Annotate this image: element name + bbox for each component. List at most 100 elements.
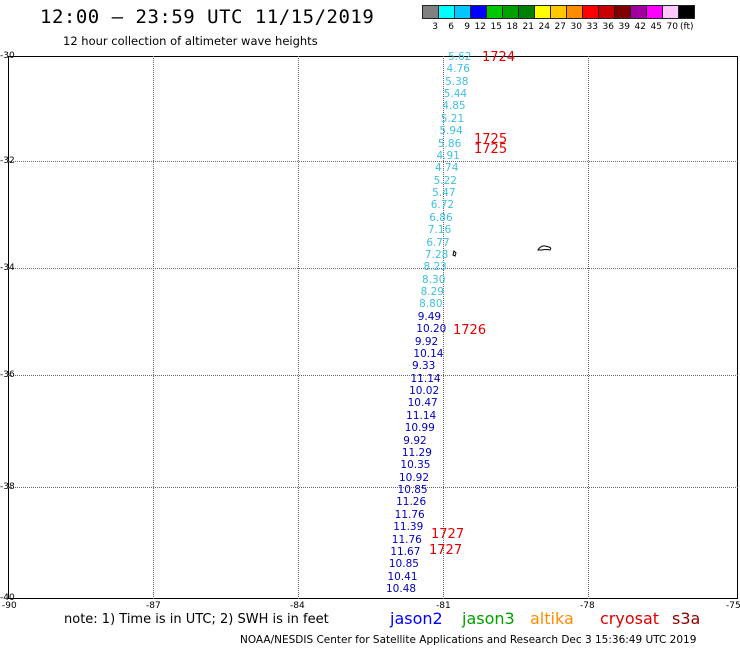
swh-reading: 11.14	[410, 372, 441, 385]
satellite-jason2-label: jason2	[390, 609, 443, 628]
time-label: 1727	[431, 527, 465, 542]
color-legend-labels: 3 6 9 12 15 18 21 24 27 30 33 36 39 42 45 70 (ft)	[422, 22, 693, 32]
time-label: 1727	[429, 543, 463, 558]
legend-swatch	[598, 5, 615, 19]
swh-reading: 10.41	[387, 570, 418, 583]
legend-label: 30	[570, 22, 582, 32]
lon-label: -81	[436, 601, 451, 611]
legend-swatch	[438, 5, 455, 19]
gridline-lat-34	[8, 268, 738, 269]
time-label: 1725	[474, 142, 508, 157]
swh-reading: 7.28	[424, 248, 449, 261]
swh-reading: 8.30	[422, 273, 446, 286]
lon-label: -75	[726, 601, 740, 611]
legend-swatch	[502, 5, 519, 19]
swh-reading: 10.02	[409, 385, 440, 398]
units-note: note: 1) Time is in UTC; 2) SWH is in fe…	[64, 612, 329, 627]
swh-reading: 11.29	[401, 446, 432, 459]
swh-reading: 6.86	[429, 211, 453, 224]
swh-reading: 5.62	[448, 51, 472, 63]
swh-reading: 9.33	[411, 360, 436, 373]
lat-label: -32	[0, 156, 15, 166]
legend-swatch	[454, 5, 471, 19]
legend-swatch	[678, 5, 695, 19]
legend-label: 24	[538, 22, 550, 32]
legend-label: 3	[432, 22, 438, 32]
lon-label: -78	[580, 601, 595, 611]
swh-reading: 4.74	[435, 162, 459, 175]
swh-reading: 10.85	[388, 558, 419, 571]
legend-label: 33	[586, 22, 598, 32]
gridline-lon-87	[153, 56, 154, 599]
swh-reading: 4.91	[436, 149, 460, 162]
swh-reading: 11.76	[394, 508, 425, 521]
legend-label: 15	[490, 22, 502, 32]
lat-label: -36	[0, 370, 15, 380]
legend-label: 18	[506, 22, 518, 32]
satellite-s3a-label: s3a	[672, 609, 701, 628]
legend-label: 70	[666, 22, 678, 32]
time-label: 1726	[453, 323, 487, 338]
swh-reading: 4.76	[446, 63, 470, 76]
legend-swatch	[566, 5, 583, 19]
swh-reading: 10.20	[416, 323, 447, 336]
swh-reading: 11.67	[390, 545, 421, 558]
legend-label: 12	[474, 22, 486, 32]
swh-reading: 8.80	[419, 298, 443, 311]
map-subtitle: 12 hour collection of altimeter wave hei…	[63, 34, 318, 48]
lat-label: -30	[0, 51, 15, 61]
gridline-lon-84	[298, 56, 299, 599]
swh-reading: 9.92	[403, 434, 427, 447]
legend-label: 36	[602, 22, 614, 32]
island-outline	[537, 245, 552, 251]
swh-reading: 6.72	[430, 199, 455, 212]
swh-reading: 10.92	[398, 471, 430, 484]
swh-reading: 10.85	[397, 484, 428, 497]
swh-reading: 9.92	[414, 335, 439, 348]
swh-reading: 10.35	[400, 459, 431, 472]
satellite-jason3-label: jason3	[462, 609, 515, 628]
credit-line: NOAA/NESDIS Center for Satellite Applica…	[240, 634, 697, 646]
legend-swatch	[518, 5, 535, 19]
lon-label: -90	[2, 601, 17, 611]
swh-reading: 11.39	[393, 521, 424, 534]
legend-swatch	[646, 5, 663, 19]
gridline-lon-78	[588, 56, 589, 599]
legend-label: 27	[554, 22, 566, 32]
swh-reading: 5.47	[432, 187, 456, 200]
legend-label: 39	[618, 22, 630, 32]
time-label: 1724	[482, 50, 516, 65]
islet-outline	[452, 250, 457, 257]
legend-swatch	[550, 5, 567, 19]
gridline-lat-32	[8, 161, 738, 162]
swh-reading: 11.76	[391, 533, 422, 546]
swh-reading: 5.21	[440, 112, 465, 125]
lon-label: -84	[290, 601, 305, 611]
legend-swatch	[534, 5, 551, 19]
map-frame	[8, 56, 738, 599]
swh-reading: 9.49	[417, 310, 442, 323]
legend-label: 6	[448, 22, 454, 32]
legend-swatch	[422, 5, 439, 19]
lat-label: -38	[0, 482, 15, 492]
swh-reading: 11.26	[396, 496, 427, 509]
swh-reading: 8.29	[420, 286, 444, 299]
swh-reading: 5.38	[445, 75, 469, 88]
legend-swatch	[582, 5, 599, 19]
legend-swatch	[470, 5, 487, 19]
swh-reading: 10.14	[413, 347, 444, 360]
legend-swatch	[662, 5, 679, 19]
swh-reading: 5.94	[439, 125, 463, 138]
swh-reading: 10.47	[407, 397, 438, 410]
time-label: 1725	[474, 132, 508, 147]
swh-reading: 11.14	[406, 409, 437, 422]
legend-label: 9	[464, 22, 470, 32]
swh-reading: 10.99	[404, 422, 435, 435]
legend-label: 45	[650, 22, 662, 32]
lat-label: -34	[0, 263, 15, 273]
lon-label: -87	[146, 601, 161, 611]
swh-reading: 5.44	[443, 88, 468, 101]
legend-label: 21	[522, 22, 534, 32]
legend-swatch	[614, 5, 631, 19]
color-legend	[422, 5, 695, 19]
